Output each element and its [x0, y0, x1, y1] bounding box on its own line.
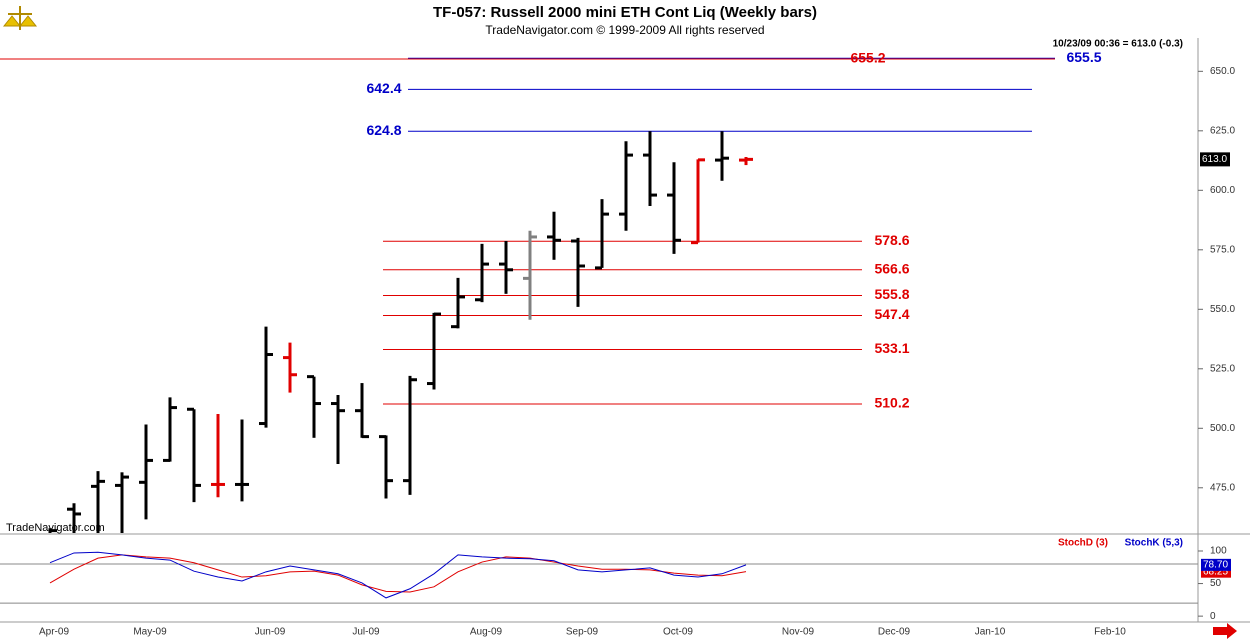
ohlc-bar	[139, 424, 153, 520]
x-tick-label: Oct-09	[663, 627, 693, 638]
chart-title: TF-057: Russell 2000 mini ETH Cont Liq (…	[433, 4, 817, 21]
end-label: 78.70	[1203, 560, 1228, 571]
x-tick-label: Apr-09	[39, 627, 69, 638]
logo	[2, 6, 38, 30]
ohlc-bar	[355, 383, 369, 439]
y-tick-label: 100	[1210, 546, 1227, 557]
ohlc-bar	[163, 397, 177, 462]
ohlc-bar	[595, 199, 609, 270]
scroll-arrow[interactable]	[1213, 623, 1237, 639]
x-tick-label: Nov-09	[782, 627, 815, 638]
ohlc-bar	[571, 237, 585, 307]
ohlc-bar	[187, 407, 201, 503]
ohlc-bar	[499, 240, 513, 294]
x-tick-label: Jun-09	[255, 627, 286, 638]
x-tick-label: May-09	[133, 627, 167, 638]
y-tick-label: 500.0	[1210, 423, 1235, 434]
ohlc-bar	[427, 312, 441, 390]
end-label: 68.25	[1203, 566, 1228, 577]
ohlc-bar	[331, 394, 345, 464]
legend-entry: StochK (5,3)	[1125, 538, 1183, 549]
level-label: 510.2	[874, 395, 909, 411]
ohlc-bar	[307, 375, 321, 438]
ohlc-bar	[451, 277, 465, 329]
level-label: 533.1	[874, 340, 909, 356]
ohlc-bar	[211, 414, 225, 498]
plot-area	[0, 551, 1198, 604]
y-tick-label: 625.0	[1210, 125, 1235, 136]
stoch-line	[49, 551, 747, 599]
y-tick-label: 525.0	[1210, 363, 1235, 374]
level-label: 555.8	[874, 286, 909, 302]
ohlc-bar	[379, 435, 393, 499]
y-tick-label: 650.0	[1210, 66, 1235, 77]
end-label-box	[1201, 558, 1231, 571]
ohlc-bar	[115, 472, 129, 533]
ohlc-bar	[403, 375, 417, 495]
last-price-label: 613.0	[1202, 154, 1227, 165]
ohlc-bar	[283, 342, 297, 393]
y-tick-label: 550.0	[1210, 304, 1235, 315]
ohlc-bar	[691, 158, 705, 245]
ohlc-bar	[739, 156, 753, 166]
level-label: 655.5	[1066, 49, 1101, 65]
ohlc-bar	[48, 528, 57, 533]
last-price-box	[1200, 152, 1230, 167]
x-tick-label: Jan-10	[975, 627, 1006, 638]
y-tick-label: 0	[1210, 611, 1216, 622]
x-tick-label: Jul-09	[352, 627, 380, 638]
ohlc-bar	[667, 162, 681, 254]
watermark: TradeNavigator.com	[6, 522, 105, 534]
ohlc-bar	[523, 230, 537, 320]
y-tick-label: 475.0	[1210, 482, 1235, 493]
level-label: 642.4	[366, 80, 401, 96]
ohlc-bar	[67, 503, 81, 533]
y-tick-label: 600.0	[1210, 185, 1235, 196]
level-label: 624.8	[366, 122, 401, 138]
y-tick-label: 50	[1210, 578, 1222, 589]
ohlc-bar	[547, 211, 561, 260]
plot-area	[0, 57, 1055, 533]
x-tick-label: Dec-09	[878, 627, 911, 638]
ohlc-bar	[715, 131, 729, 181]
level-label: 578.6	[874, 232, 909, 248]
header-info: 10/23/09 00:36 = 613.0 (-0.3)	[1053, 39, 1183, 50]
level-label: 655.2	[850, 50, 885, 66]
y-tick-label: 575.0	[1210, 244, 1235, 255]
ohlc-bar	[259, 326, 273, 428]
ohlc-bar	[91, 471, 105, 533]
level-label: 547.4	[874, 306, 909, 322]
legend-entry: StochD (3)	[1058, 538, 1108, 549]
ohlc-bar	[235, 419, 249, 502]
chart-subtitle: TradeNavigator.com © 1999-2009 All right…	[485, 23, 764, 37]
x-tick-label: Aug-09	[470, 627, 503, 638]
ohlc-bar	[643, 131, 657, 207]
x-tick-label: Sep-09	[566, 627, 599, 638]
ohlc-bar	[475, 243, 489, 303]
ohlc-bar	[619, 141, 633, 231]
level-label: 566.6	[874, 260, 909, 276]
x-tick-label: Feb-10	[1094, 627, 1126, 638]
